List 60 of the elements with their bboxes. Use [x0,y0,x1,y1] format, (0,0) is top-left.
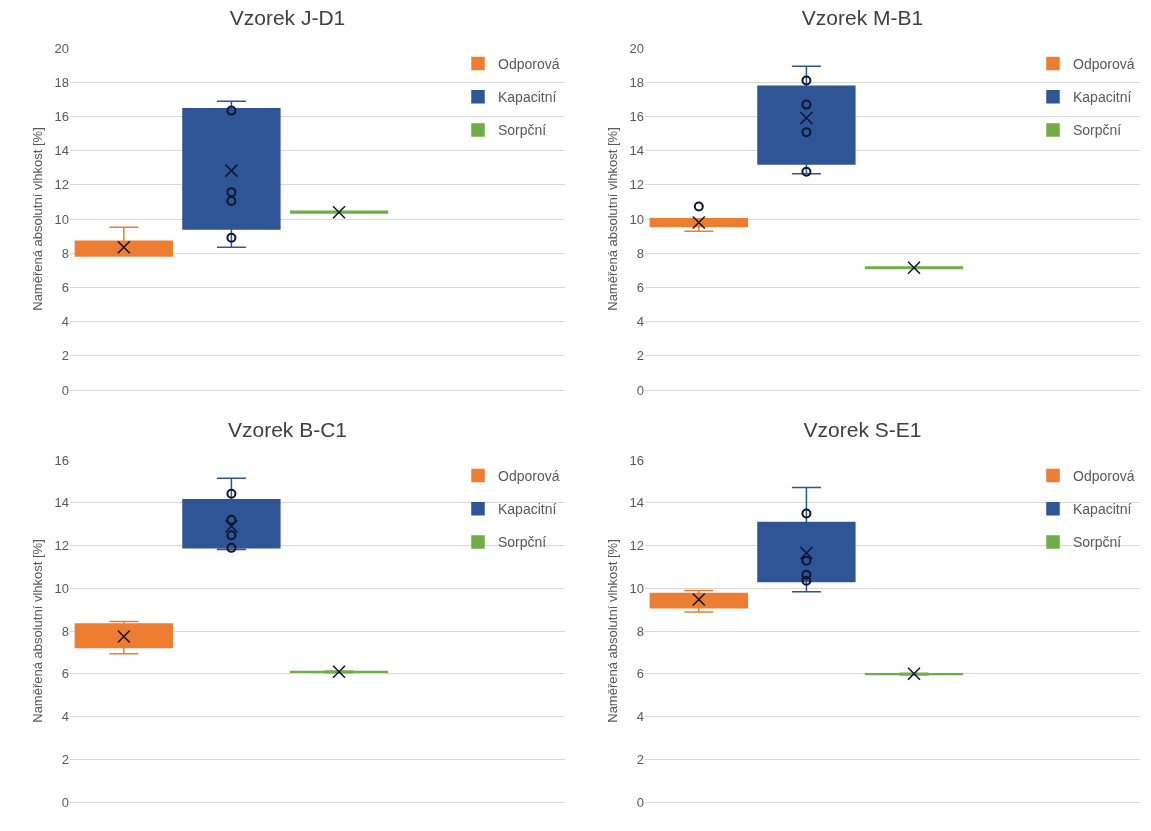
y-tick-label: 4 [636,314,644,330]
chart-title: Vzorek J-D1 [229,6,346,29]
y-tick-label: 20 [629,40,644,56]
y-tick-label: 18 [54,74,69,90]
y-tick-label: 14 [54,143,69,159]
y-tick-label: 16 [54,108,69,124]
y-tick-label: 2 [636,751,644,767]
y-tick-label: 0 [636,382,644,398]
legend-label: Odporová [1073,56,1135,73]
y-tick-label: 16 [629,452,644,468]
legend-label: Sorpční [498,122,547,139]
y-tick-label: 2 [636,348,644,364]
legend-label: Sorpční [498,534,547,551]
y-tick-label: 6 [636,666,644,682]
y-axis-title: Naměřená absolutní vlhkost [%] [30,127,46,311]
y-tick-label: 14 [629,495,644,511]
legend-label: Odporová [498,468,560,485]
y-tick-label: 6 [636,279,644,295]
legend-label: Kapacitní [1073,501,1132,518]
y-tick-label: 8 [636,623,644,639]
legend-label: Odporová [498,56,560,73]
y-tick-label: 12 [629,177,644,193]
y-tick-label: 0 [61,382,69,398]
y-tick-label: 14 [629,143,644,159]
y-tick-label: 6 [61,279,69,295]
legend-label: Odporová [1073,468,1135,485]
legend-label: Kapacitní [1073,89,1132,106]
y-tick-label: 0 [61,794,69,810]
y-tick-label: 12 [629,538,644,554]
legend-label: Sorpční [1073,122,1122,139]
y-tick-label: 2 [61,751,69,767]
y-tick-label: 6 [61,666,69,682]
chart-title: Vzorek M-B1 [801,6,924,29]
y-tick-label: 10 [54,211,69,227]
chart-title: Vzorek S-E1 [803,418,922,441]
y-tick-label: 12 [54,538,69,554]
y-tick-label: 10 [629,580,644,596]
y-tick-label: 2 [61,348,69,364]
y-tick-label: 8 [636,245,644,261]
y-axis-title: Naměřená absolutní vlhkost [%] [605,539,621,723]
y-tick-label: 16 [629,108,644,124]
y-tick-label: 8 [61,623,69,639]
y-tick-label: 10 [54,580,69,596]
legend-label: Kapacitní [498,501,557,518]
y-axis-title: Naměřená absolutní vlhkost [%] [30,539,46,723]
y-axis-title: Naměřená absolutní vlhkost [%] [605,127,621,311]
y-tick-label: 0 [636,794,644,810]
y-tick-label: 20 [54,40,69,56]
legend-label: Kapacitní [498,89,557,106]
chart-title: Vzorek B-C1 [227,418,348,441]
y-tick-label: 16 [54,452,69,468]
legend-label: Sorpční [1073,534,1122,551]
y-tick-label: 12 [54,177,69,193]
y-tick-label: 8 [61,245,69,261]
y-tick-label: 4 [61,709,69,725]
y-tick-label: 4 [636,709,644,725]
y-tick-label: 10 [629,211,644,227]
y-tick-label: 18 [629,74,644,90]
y-tick-label: 4 [61,314,69,330]
y-tick-label: 14 [54,495,69,511]
